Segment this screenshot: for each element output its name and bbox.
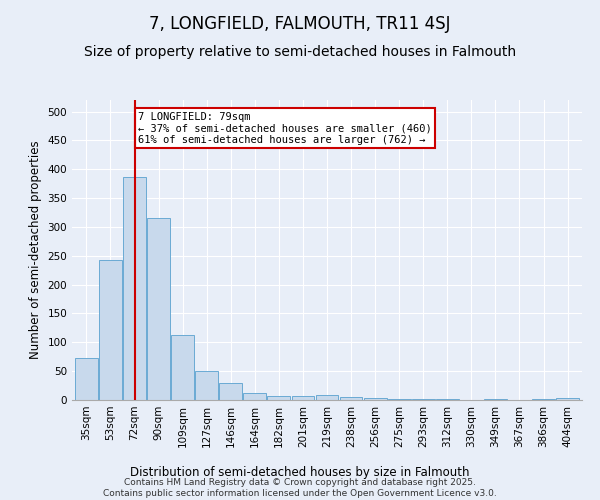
Bar <box>364 398 386 400</box>
Bar <box>268 396 290 400</box>
Text: 7, LONGFIELD, FALMOUTH, TR11 4SJ: 7, LONGFIELD, FALMOUTH, TR11 4SJ <box>149 15 451 33</box>
Bar <box>195 371 218 400</box>
Bar <box>244 392 266 400</box>
Bar <box>412 399 434 400</box>
Bar <box>75 358 98 400</box>
Bar <box>171 336 194 400</box>
Y-axis label: Number of semi-detached properties: Number of semi-detached properties <box>29 140 42 360</box>
Bar <box>292 396 314 400</box>
Bar <box>316 396 338 400</box>
Bar <box>123 176 146 400</box>
Bar <box>340 396 362 400</box>
Text: Distribution of semi-detached houses by size in Falmouth: Distribution of semi-detached houses by … <box>130 466 470 479</box>
Bar <box>99 260 122 400</box>
Bar <box>147 218 170 400</box>
Text: Size of property relative to semi-detached houses in Falmouth: Size of property relative to semi-detach… <box>84 45 516 59</box>
Bar <box>556 398 579 400</box>
Bar <box>220 384 242 400</box>
Text: 7 LONGFIELD: 79sqm
← 37% of semi-detached houses are smaller (460)
61% of semi-d: 7 LONGFIELD: 79sqm ← 37% of semi-detache… <box>138 112 432 144</box>
Text: Contains HM Land Registry data © Crown copyright and database right 2025.
Contai: Contains HM Land Registry data © Crown c… <box>103 478 497 498</box>
